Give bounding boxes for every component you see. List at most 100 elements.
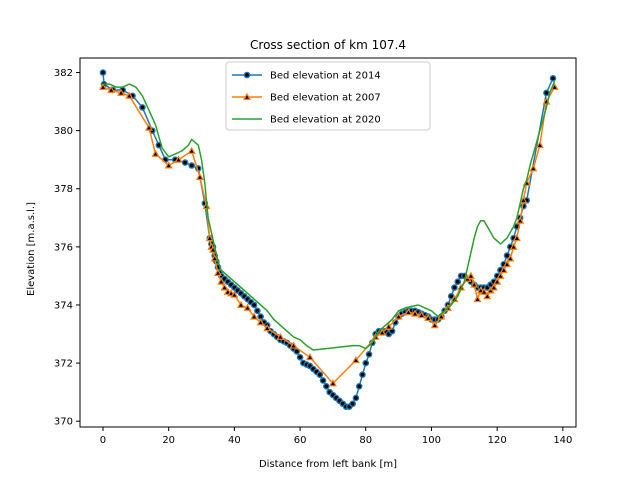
data-point <box>509 242 518 250</box>
data-point <box>263 323 272 332</box>
data-point <box>417 310 426 319</box>
series-2 <box>98 82 559 387</box>
data-point <box>549 75 557 82</box>
data-point <box>139 104 146 111</box>
data-point <box>496 271 505 279</box>
legend-marker <box>243 71 251 79</box>
plot-area <box>79 57 577 428</box>
data-point <box>187 146 196 154</box>
x-tick-label: 0 <box>100 435 106 446</box>
data-point <box>236 300 245 308</box>
data-point <box>437 312 446 320</box>
data-point <box>349 400 356 408</box>
data-point <box>217 277 226 285</box>
data-point <box>466 271 475 279</box>
data-point <box>351 355 360 364</box>
legend-label: Bed elevation at 2007 <box>270 93 381 104</box>
data-point <box>489 283 498 291</box>
data-point <box>516 216 525 224</box>
y-tick-label: 376 <box>54 242 73 253</box>
data-point <box>512 233 521 242</box>
data-point <box>250 301 258 309</box>
data-point <box>529 164 538 172</box>
y-axis-label: Elevation [m.a.s.l.] <box>26 202 37 296</box>
data-point <box>205 233 214 242</box>
series-3 <box>103 80 556 351</box>
x-axis: 0 20 40 60 80 100 120 140 <box>100 427 572 446</box>
y-tick-label: 378 <box>54 184 73 195</box>
data-point <box>181 159 189 166</box>
legend-label: Bed elevation at 2014 <box>270 71 381 82</box>
data-point <box>289 341 298 349</box>
legend-item: Bed elevation at 2014 <box>232 71 381 82</box>
data-point <box>276 332 285 340</box>
legend-marker <box>242 92 252 101</box>
data-point <box>362 359 370 367</box>
x-tick-label: 60 <box>294 435 307 446</box>
legend-box <box>225 61 431 131</box>
data-point <box>256 318 265 326</box>
y-tick-label: 382 <box>54 68 73 79</box>
series-layer <box>98 69 559 410</box>
legend-item: Bed elevation at 2007 <box>232 93 381 104</box>
data-point <box>543 89 550 97</box>
data-point <box>473 294 482 303</box>
x-tick-label: 80 <box>359 435 372 446</box>
data-point <box>506 254 515 262</box>
data-point <box>213 268 222 277</box>
data-point <box>355 383 363 390</box>
legend-item: Bed elevation at 2020 <box>232 115 381 126</box>
data-point <box>195 172 204 181</box>
data-point <box>99 69 107 76</box>
x-tick-label: 40 <box>228 435 241 446</box>
legend: Bed elevation at 2014 Bed elevation at 20… <box>225 61 431 131</box>
x-axis-label: Distance from left bank [m] <box>259 459 397 470</box>
data-point <box>352 394 360 402</box>
data-point <box>316 371 324 379</box>
data-point <box>535 140 544 149</box>
data-point <box>174 155 183 163</box>
data-point <box>499 265 508 274</box>
data-point <box>250 312 259 320</box>
data-point <box>107 85 116 93</box>
legend-label: Bed elevation at 2020 <box>270 115 381 126</box>
x-tick-label: 140 <box>553 435 572 446</box>
data-point <box>424 313 433 322</box>
data-point <box>384 322 393 330</box>
data-point <box>451 284 458 291</box>
data-point <box>454 278 462 286</box>
data-point <box>365 351 373 358</box>
x-tick-label: 20 <box>162 435 175 446</box>
data-point <box>254 307 261 315</box>
data-point <box>493 277 502 285</box>
x-tick-label: 100 <box>422 435 441 446</box>
data-point <box>483 292 492 300</box>
data-point <box>125 91 134 99</box>
data-point <box>328 379 337 387</box>
data-point <box>164 161 173 169</box>
data-point <box>305 353 314 361</box>
data-point <box>503 260 512 268</box>
data-point <box>550 82 559 91</box>
data-point <box>144 123 153 131</box>
data-point <box>430 321 439 329</box>
data-point <box>519 196 528 204</box>
data-point <box>210 254 219 262</box>
data-point <box>359 371 366 379</box>
data-point <box>323 383 330 390</box>
y-tick-label: 370 <box>54 417 73 428</box>
data-point <box>411 309 420 317</box>
data-point <box>230 290 239 298</box>
data-point <box>480 287 489 295</box>
axes-frame <box>79 57 577 428</box>
x-tick-label: 120 <box>488 435 507 446</box>
data-point <box>243 303 252 311</box>
data-point <box>378 328 387 336</box>
series-line <box>103 80 556 351</box>
data-point <box>296 353 304 361</box>
chart-title: Cross section of km 107.4 <box>250 38 406 52</box>
y-tick-label: 374 <box>54 300 73 311</box>
data-point <box>151 149 160 157</box>
data-point <box>404 307 413 316</box>
